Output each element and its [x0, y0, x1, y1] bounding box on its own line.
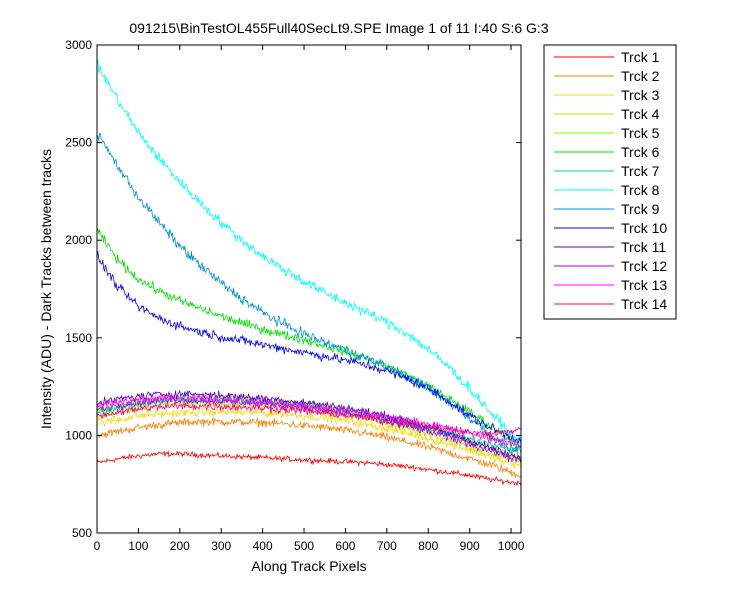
x-tick-label: 800 — [418, 539, 438, 553]
legend-label: Trck 11 — [621, 239, 666, 255]
y-tick-label: 3000 — [65, 38, 92, 52]
x-tick-label: 600 — [335, 539, 355, 553]
series-line-trck-2 — [96, 417, 522, 478]
y-axis-label: Intensity (ADU) - Dark Tracks between tr… — [38, 149, 54, 429]
legend-label: Trck 2 — [621, 68, 660, 84]
y-tick-label: 500 — [72, 526, 92, 540]
x-tick-label: 400 — [253, 539, 273, 553]
chart-title: 091215\BinTestOL455Full40SecLt9.SPE Imag… — [129, 20, 548, 36]
x-axis: 0 100 200 300 400 500 600 700 800 900 1000 — [94, 45, 525, 553]
plot-frame — [96, 44, 522, 534]
x-tick-label: 700 — [377, 539, 397, 553]
legend-label: Trck 13 — [621, 277, 667, 293]
series-group — [96, 59, 522, 487]
series-line-trck-3 — [96, 406, 522, 469]
series-line-trck-5 — [96, 393, 522, 461]
legend-label: Trck 4 — [621, 106, 660, 122]
legend-label: Trck 14 — [621, 296, 667, 312]
legend-label: Trck 3 — [621, 87, 660, 103]
series-line-trck-10 — [96, 251, 522, 445]
legend-label: Trck 9 — [621, 201, 660, 217]
x-tick-label: 900 — [460, 539, 480, 553]
legend: Trck 1 Trck 2 Trck 3 Trck 4 Trck 5 Trck 6 Trck… — [543, 44, 677, 320]
x-tick-label: 500 — [294, 539, 314, 553]
x-tick-label: 1000 — [498, 539, 525, 553]
legend-label: Trck 10 — [621, 220, 667, 236]
y-tick-label: 1500 — [65, 331, 92, 345]
y-tick-label: 2000 — [65, 233, 92, 247]
y-axis: 500 1000 1500 2000 2500 3000 — [65, 38, 521, 540]
x-tick-label: 300 — [211, 539, 231, 553]
legend-label: Trck 7 — [621, 163, 660, 179]
series-line-trck-6 — [96, 228, 522, 452]
legend-label: Trck 8 — [621, 182, 660, 198]
x-tick-label: 100 — [128, 539, 148, 553]
x-axis-label: Along Track Pixels — [251, 558, 366, 574]
x-tick-label: 200 — [170, 539, 190, 553]
x-tick-label: 0 — [94, 539, 101, 553]
y-tick-label: 1000 — [65, 428, 92, 442]
series-line-trck-1 — [96, 450, 522, 487]
legend-label: Trck 5 — [621, 125, 660, 141]
series-line-trck-14 — [96, 401, 522, 439]
series-line-trck-8 — [96, 59, 522, 446]
legend-label: Trck 1 — [621, 49, 660, 65]
y-tick-label: 2500 — [65, 136, 92, 150]
legend-label: Trck 6 — [621, 144, 660, 160]
legend-box — [543, 44, 677, 320]
legend-label: Trck 12 — [621, 258, 667, 274]
